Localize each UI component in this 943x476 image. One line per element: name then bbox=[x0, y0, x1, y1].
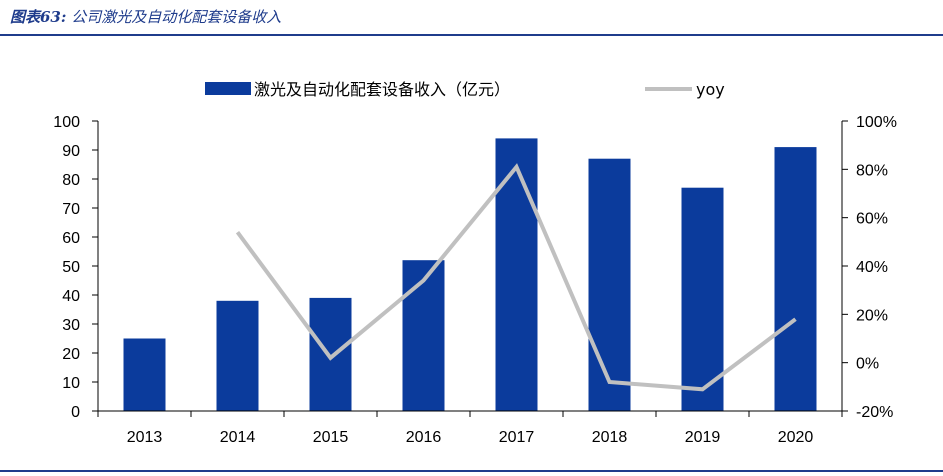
x-tick-label: 2014 bbox=[220, 429, 256, 446]
right-tick-label: 40% bbox=[856, 259, 888, 276]
left-tick-label: 100 bbox=[53, 114, 80, 131]
yoy-line-series bbox=[235, 163, 797, 392]
right-tick-label: 80% bbox=[856, 162, 888, 179]
x-tick-label: 2020 bbox=[778, 429, 814, 446]
bar-2013 bbox=[123, 338, 166, 411]
right-tick-label: 60% bbox=[856, 211, 888, 228]
bar-2016 bbox=[402, 260, 445, 411]
figure-label: 图表63: bbox=[10, 8, 67, 26]
bar-2020 bbox=[774, 147, 817, 411]
bar-2018 bbox=[588, 158, 631, 411]
x-tick-label: 2016 bbox=[406, 429, 442, 446]
top-rule bbox=[0, 34, 943, 36]
bar-2019 bbox=[681, 187, 724, 411]
left-y-axis: 0 10 20 30 40 50 60 70 80 90 100 bbox=[53, 114, 99, 421]
right-tick-label: 20% bbox=[856, 307, 888, 324]
left-tick-label: 60 bbox=[62, 230, 80, 247]
right-tick-label: 0% bbox=[856, 356, 879, 373]
legend-bar-swatch bbox=[205, 82, 251, 95]
bar-series bbox=[123, 138, 817, 411]
right-y-axis: -20% 0% 20% 40% 60% 80% 100% bbox=[841, 114, 897, 421]
right-tick-label: 100% bbox=[856, 114, 897, 131]
legend-bar-label: 激光及自动化配套设备收入（亿元） bbox=[254, 80, 510, 99]
left-tick-label: 90 bbox=[62, 143, 80, 160]
bar-2017 bbox=[495, 138, 538, 411]
x-tick-label: 2013 bbox=[127, 429, 163, 446]
figure-caption: 公司激光及自动化配套设备收入 bbox=[71, 8, 282, 26]
bottom-rule bbox=[0, 470, 943, 472]
x-tick-label: 2019 bbox=[685, 429, 721, 446]
left-tick-label: 0 bbox=[71, 404, 80, 421]
left-tick-label: 50 bbox=[62, 259, 80, 276]
left-tick-label: 30 bbox=[62, 317, 80, 334]
legend: 激光及自动化配套设备收入（亿元） yoy bbox=[205, 80, 725, 99]
left-tick-label: 40 bbox=[62, 288, 80, 305]
x-tick-label: 2017 bbox=[499, 429, 535, 446]
bar-2014 bbox=[216, 300, 259, 411]
figure-title: 图表63: 公司激光及自动化配套设备收入 bbox=[10, 6, 281, 27]
legend-line-label: yoy bbox=[696, 80, 725, 99]
left-tick-label: 10 bbox=[62, 375, 80, 392]
x-tick-label: 2018 bbox=[592, 429, 628, 446]
x-axis: 2013 2014 2015 2016 2017 2018 2019 2020 bbox=[97, 410, 843, 446]
left-tick-label: 70 bbox=[62, 201, 80, 218]
right-tick-label: -20% bbox=[856, 404, 893, 421]
left-tick-label: 20 bbox=[62, 346, 80, 363]
x-tick-label: 2015 bbox=[313, 429, 349, 446]
left-tick-label: 80 bbox=[62, 172, 80, 189]
